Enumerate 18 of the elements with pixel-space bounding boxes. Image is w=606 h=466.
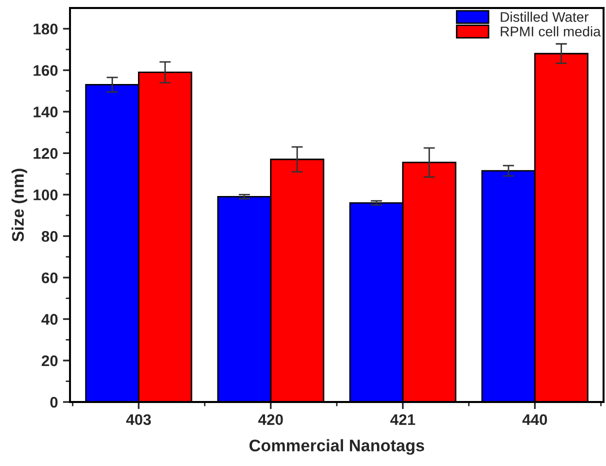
y-tick-label: 120 — [34, 148, 58, 159]
y-tick-label: 180 — [34, 24, 58, 34]
x-tick-label: 421 — [390, 414, 416, 425]
x-tick-label: 420 — [258, 414, 283, 426]
y-tick-label: 40 — [41, 314, 58, 325]
y-tick-label: 0 — [50, 396, 58, 408]
y-tick-label: 160 — [34, 65, 58, 76]
y-tick-label: 100 — [34, 190, 58, 200]
y-tick-label: 140 — [34, 106, 58, 118]
x-tick-label: 440 — [522, 414, 548, 426]
legend-label: Distilled Water — [500, 12, 588, 22]
y-tick-label: 80 — [42, 230, 58, 242]
x-axis-title: Commercial Nanotags — [249, 439, 424, 455]
y-tick-label: 20 — [42, 355, 58, 366]
legend-label: RPMI cell media — [500, 26, 601, 36]
y-tick-label: 60 — [42, 272, 58, 284]
y-axis-title: Size (nm) — [12, 168, 28, 242]
x-tick-label: 403 — [126, 414, 151, 426]
